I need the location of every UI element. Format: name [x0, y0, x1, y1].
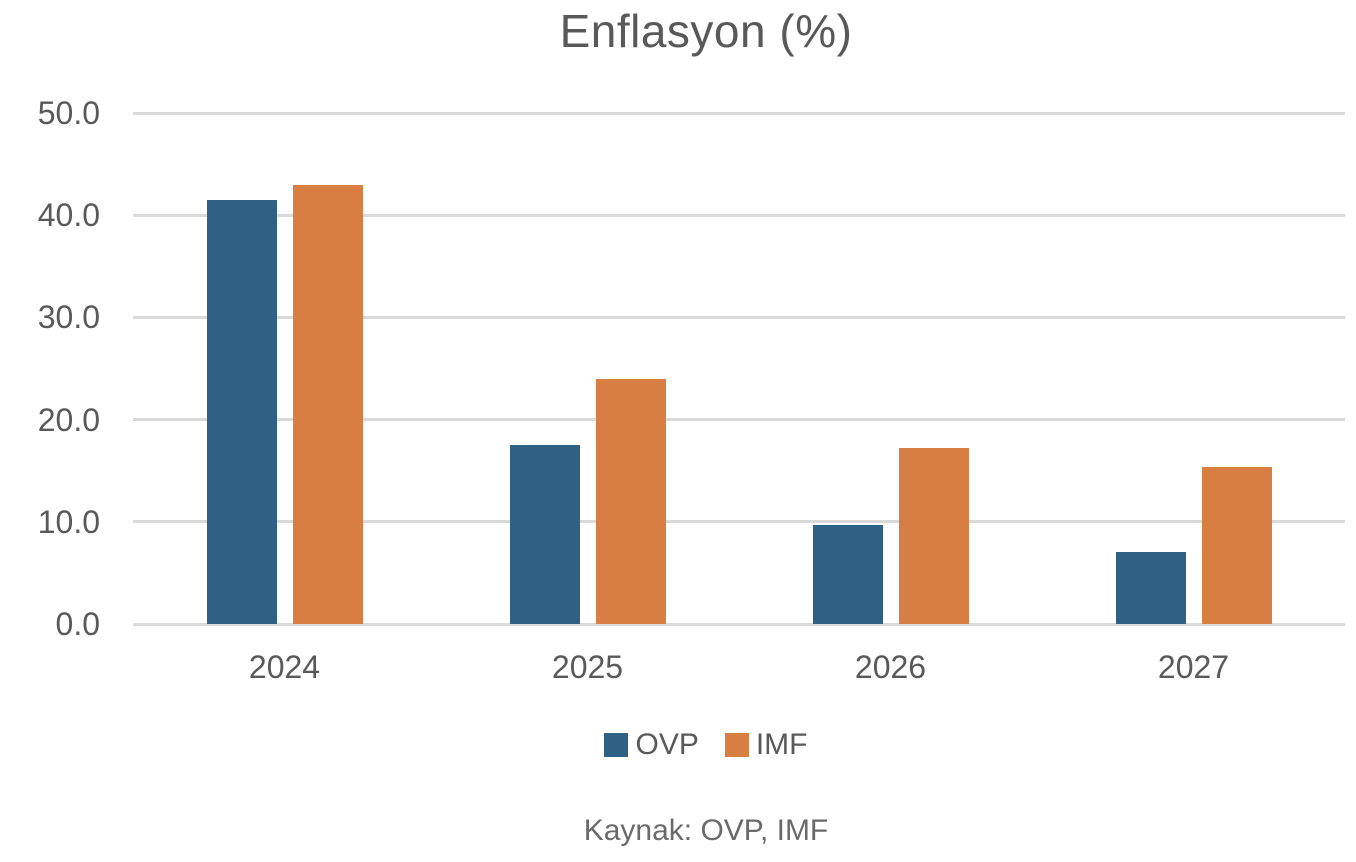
bar-ovp-2025 — [509, 445, 580, 624]
gridline-0.0 — [133, 622, 1345, 626]
gridline-40.0 — [133, 213, 1345, 217]
bar-imf-2027 — [1201, 466, 1272, 624]
bar-imf-2024 — [292, 184, 363, 624]
x-axis: 2024 2025 2026 2027 — [133, 650, 1345, 686]
gridline-30.0 — [133, 315, 1345, 319]
y-tick-label-30.0: 30.0 — [37, 299, 100, 336]
x-tick-label-2026: 2026 — [854, 649, 927, 685]
bar-ovp-2027 — [1115, 552, 1186, 624]
chart-title: Enflasyon (%) — [559, 5, 853, 57]
y-tick-label-0.0: 0.0 — [55, 606, 100, 642]
legend: OVP IMF — [56, 728, 1356, 761]
legend-swatch-imf — [724, 733, 749, 757]
legend-item-imf: IMF — [724, 728, 808, 761]
bar-imf-2025 — [595, 378, 666, 624]
y-tick-label-20.0: 20.0 — [37, 401, 100, 438]
y-tick-label-50.0: 50.0 — [37, 95, 100, 131]
source-note: Kaynak: OVP, IMF — [583, 814, 829, 847]
legend-label-ovp: OVP — [635, 728, 699, 761]
legend-item-ovp: OVP — [604, 728, 699, 761]
x-tick-label-2027: 2027 — [1157, 649, 1230, 685]
bar-imf-2026 — [898, 448, 969, 624]
gridline-10.0 — [133, 520, 1345, 524]
y-axis: 0.0 10.0 20.0 30.0 40.0 50.0 — [0, 96, 100, 641]
x-tick-label-2025: 2025 — [551, 649, 624, 685]
x-tick-label-2024: 2024 — [248, 649, 321, 685]
gridline-50.0 — [133, 111, 1345, 115]
bar-ovp-2026 — [812, 524, 883, 624]
legend-label-imf: IMF — [755, 728, 808, 761]
gridline-20.0 — [133, 418, 1345, 422]
y-tick-label-10.0: 10.0 — [37, 503, 100, 540]
bar-ovp-2024 — [206, 199, 277, 624]
y-tick-label-40.0: 40.0 — [37, 197, 100, 234]
plot-area — [133, 111, 1345, 626]
legend-swatch-ovp — [604, 733, 629, 757]
